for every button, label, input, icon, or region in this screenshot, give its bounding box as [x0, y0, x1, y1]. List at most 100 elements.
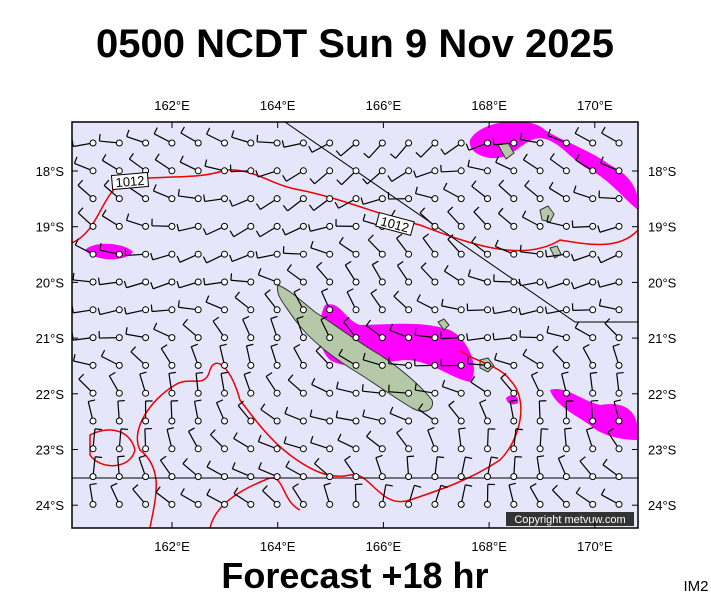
barb-flag — [418, 403, 424, 410]
barb-flag — [495, 155, 500, 163]
barb-station — [194, 473, 202, 481]
barb-station — [247, 167, 255, 175]
barb-station — [405, 306, 413, 314]
barb-station — [142, 389, 150, 397]
barb-station — [562, 417, 570, 425]
barb-station — [510, 445, 518, 453]
barb-flag — [440, 484, 448, 488]
barb-station — [221, 306, 228, 314]
barb-station — [352, 445, 360, 453]
barb-station — [536, 278, 544, 286]
barb-flag — [548, 181, 554, 189]
barb-station — [247, 250, 255, 258]
barb-station — [194, 278, 202, 286]
barb-flag — [160, 455, 167, 461]
barb-flag — [470, 375, 476, 383]
barb-flag — [389, 323, 394, 331]
barb-station — [615, 500, 623, 508]
barb-flag — [255, 230, 261, 238]
barb-flag — [515, 428, 523, 431]
barb-station — [457, 500, 465, 508]
barb-flag — [522, 153, 528, 161]
barb-station — [457, 417, 465, 425]
barb-flag — [396, 233, 403, 239]
barb-flag — [519, 244, 522, 252]
barb-flag — [180, 126, 185, 134]
barb-flag — [508, 482, 516, 486]
barb-flag — [437, 456, 445, 459]
barb-station — [352, 389, 360, 397]
barb-station — [562, 250, 570, 258]
barb-station — [536, 473, 544, 481]
barb-station — [562, 195, 570, 203]
barb-flag — [561, 371, 569, 375]
barb-station — [536, 306, 544, 314]
barb-station — [510, 250, 518, 258]
barb-station — [431, 361, 439, 369]
barb-flag — [177, 188, 180, 197]
barb-station — [589, 389, 597, 397]
barb-flag — [607, 427, 615, 433]
barb-station — [484, 361, 491, 369]
barb-station — [589, 334, 597, 342]
barb-station — [431, 139, 439, 147]
isobar-label: 1012 — [115, 173, 145, 190]
barb-flag — [233, 432, 238, 439]
barb-station — [352, 195, 360, 203]
barb-station — [378, 500, 386, 508]
barb-flag — [419, 207, 426, 214]
barb-station — [142, 473, 150, 481]
barb-flag — [154, 153, 160, 160]
barb-station — [378, 139, 386, 147]
barb-station — [273, 445, 281, 453]
barb-flag — [202, 256, 208, 264]
barb-station — [115, 278, 123, 286]
isobar-label: 1012 — [379, 213, 411, 235]
barb-station — [457, 250, 465, 258]
barb-station — [89, 473, 97, 481]
barb-station — [89, 306, 97, 314]
barb-flag — [281, 228, 286, 236]
barb-flag — [448, 400, 455, 406]
barb-station — [352, 473, 360, 481]
barb-station — [615, 306, 623, 314]
barb-flag — [522, 348, 528, 356]
barb-station — [221, 473, 228, 481]
barb-flag — [597, 225, 601, 233]
barb-station — [562, 222, 570, 230]
barb-station — [194, 445, 202, 453]
barb-station — [457, 195, 465, 203]
barb-station — [615, 417, 623, 425]
barb-station — [299, 222, 307, 230]
barb-station — [194, 500, 202, 508]
barb-station — [326, 334, 334, 342]
lat-label: 24°S — [36, 498, 65, 513]
barb-flag — [546, 214, 550, 223]
barb-flag — [262, 485, 268, 492]
barb-station — [194, 222, 202, 230]
barb-station — [352, 306, 360, 314]
barb-flag — [176, 280, 180, 289]
barb-station — [194, 139, 202, 147]
barb-station — [273, 139, 281, 147]
barb-flag — [597, 280, 601, 288]
barb-flag — [258, 462, 262, 470]
barb-flag — [123, 280, 128, 288]
barb-flag — [389, 406, 394, 414]
barb-station — [352, 250, 360, 258]
barb-station — [378, 334, 386, 342]
barb-station — [510, 389, 518, 397]
barb-flag — [441, 379, 446, 387]
lat-label: 23°S — [36, 443, 65, 458]
barb-station — [589, 195, 597, 203]
barb-flag — [586, 427, 594, 431]
barb-station — [299, 250, 307, 258]
lat-label: 19°S — [36, 220, 65, 235]
barb-flag — [396, 428, 403, 434]
barb-flag — [150, 252, 154, 260]
barb-flag — [362, 352, 366, 360]
barb-station — [378, 389, 386, 397]
barb-station — [326, 389, 334, 397]
barb-flag — [194, 399, 202, 402]
barb-station — [431, 445, 439, 453]
